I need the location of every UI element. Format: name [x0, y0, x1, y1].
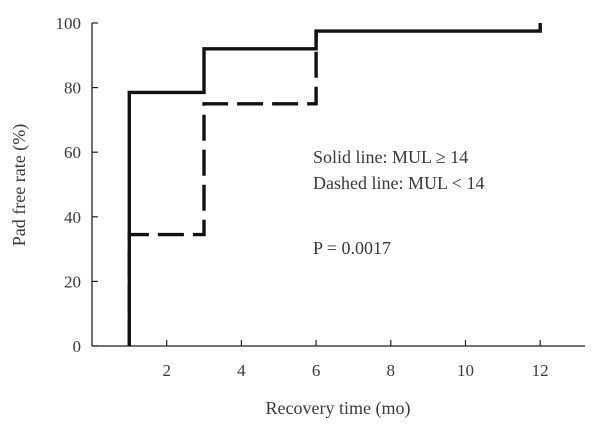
y-tick-label: 0 — [73, 337, 82, 356]
x-tick-label: 6 — [312, 361, 321, 380]
legend-solid-text: Solid line: MUL ≥ 14 — [313, 147, 468, 167]
y-tick-label: 100 — [56, 14, 82, 33]
legend-dashed-text: Dashed line: MUL < 14 — [313, 173, 484, 193]
ticks: 0 20 40 60 80 100 2 4 6 8 10 12 — [56, 14, 549, 380]
y-tick-label: 60 — [64, 143, 81, 162]
series-solid-line — [127, 23, 542, 346]
x-tick-label: 2 — [162, 361, 171, 380]
series-dashed-line — [127, 31, 318, 346]
x-axis-title: Recovery time (mo) — [266, 398, 411, 419]
x-tick-label: 10 — [457, 361, 474, 380]
x-tick-label: 4 — [237, 361, 246, 380]
y-axis-title: Pad free rate (%) — [9, 124, 30, 246]
series-layer — [127, 23, 542, 346]
axes — [91, 23, 585, 347]
p-value-text: P = 0.0017 — [313, 238, 391, 258]
y-tick-label: 40 — [64, 208, 81, 227]
x-tick-label: 12 — [532, 361, 549, 380]
y-tick-label: 80 — [64, 79, 81, 98]
x-tick-label: 8 — [387, 361, 396, 380]
y-tick-label: 20 — [64, 272, 81, 291]
